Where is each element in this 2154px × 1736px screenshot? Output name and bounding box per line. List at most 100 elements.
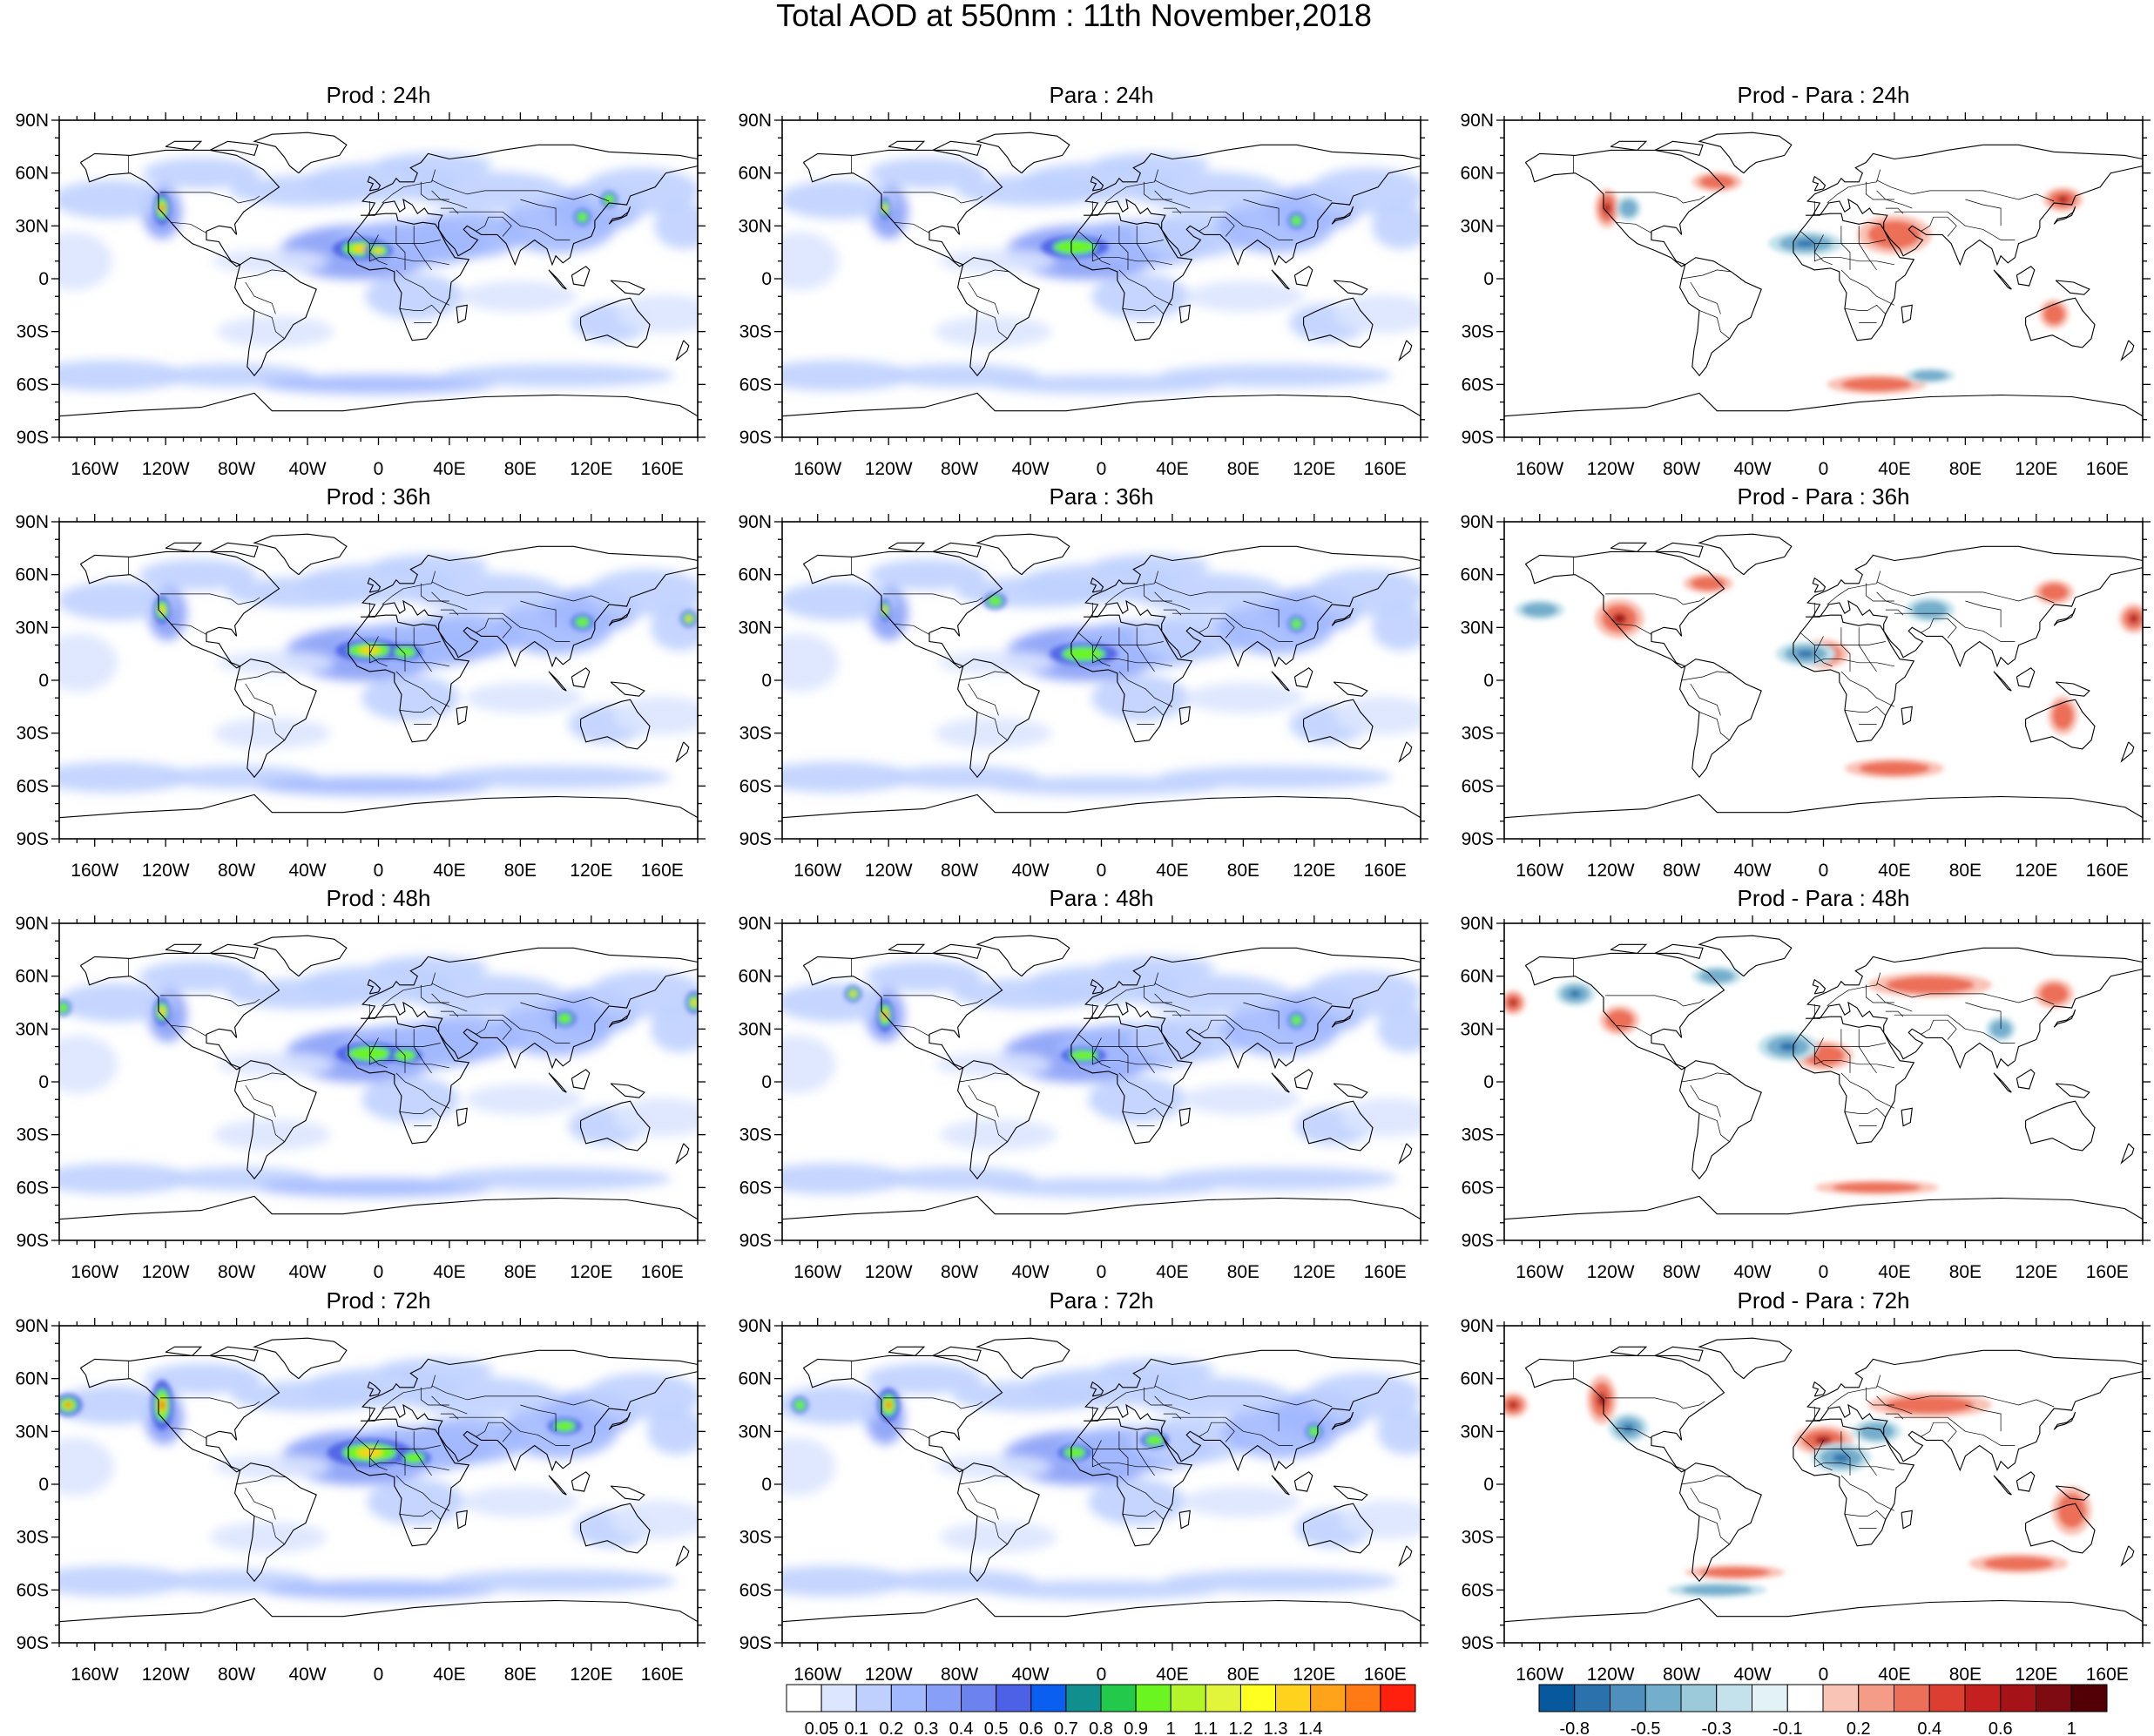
- coastlines: [1504, 533, 2143, 819]
- coastline: [209, 1346, 259, 1362]
- country-border: [245, 281, 276, 314]
- country-border: [1813, 636, 1833, 667]
- coastline: [1398, 741, 1413, 763]
- coastline: [2016, 667, 2036, 688]
- country-border: [1876, 1395, 1913, 1415]
- country-border: [883, 192, 983, 204]
- lon-tick-label: 160E: [1364, 861, 1407, 881]
- country-border: [1965, 1002, 2002, 1030]
- lat-tick-label: 60S: [1462, 1178, 1494, 1198]
- lat-tick-label: 30N: [1460, 216, 1494, 236]
- coastline: [1901, 1107, 1913, 1127]
- coastlines: [59, 132, 698, 417]
- lon-tick-label: 160W: [71, 1262, 118, 1282]
- lat-tick-label: 60S: [739, 375, 772, 395]
- panel-title: Para : 48h: [1050, 885, 1154, 911]
- coastline: [1812, 577, 1827, 593]
- country-border: [421, 984, 449, 1003]
- lon-tick-label: 40W: [288, 1262, 326, 1282]
- colorbar-label: 1.4: [1299, 1719, 1323, 1736]
- panel-title: Prod - Para : 72h: [1738, 1287, 1910, 1314]
- coastline: [1303, 1503, 1374, 1554]
- colorbar-swatch: [1170, 1684, 1206, 1712]
- coastline: [234, 1462, 317, 1583]
- country-border: [413, 1029, 432, 1074]
- coastline: [548, 671, 567, 692]
- coastline: [932, 542, 982, 558]
- country-border: [1844, 304, 1887, 314]
- colorbar-label: -0.8: [1560, 1719, 1590, 1736]
- colorbar-label: 0.6: [1019, 1719, 1043, 1736]
- coastline: [1993, 671, 2012, 692]
- country-border: [1243, 199, 1280, 226]
- coastline: [1090, 175, 1104, 192]
- map-panel: 160W 120W 80W 40W 0 40E 80E 120E 160E 90N 60N 30N 0 3…: [15, 1287, 706, 1685]
- coastline: [456, 1107, 468, 1127]
- country-border: [1866, 984, 1894, 1003]
- colorbar-swatch: [855, 1684, 892, 1712]
- country-border: [1858, 1029, 1877, 1074]
- lon-tick-label: 160E: [2086, 459, 2129, 479]
- lon-tick-label: 80W: [941, 459, 978, 479]
- coastline: [456, 1510, 468, 1530]
- lon-tick-label: 160E: [641, 1262, 684, 1282]
- lon-tick-label: 80E: [1949, 1665, 1982, 1685]
- country-border: [1921, 618, 1957, 638]
- country-border: [1144, 1387, 1172, 1406]
- lat-tick-label: 60N: [1460, 1369, 1494, 1389]
- lon-tick-label: 160W: [1516, 459, 1563, 479]
- country-border: [976, 712, 1008, 741]
- country-border: [382, 972, 436, 1007]
- coastline: [1812, 1381, 1827, 1397]
- colorbar-label: 1.2: [1229, 1719, 1253, 1736]
- coastline: [608, 607, 631, 626]
- country-border: [1885, 207, 1904, 214]
- colorbar-swatch: [1894, 1684, 1930, 1712]
- lon-tick-label: 40W: [288, 459, 326, 479]
- lon-tick-label: 160E: [2086, 1262, 2129, 1282]
- country-border: [440, 207, 459, 214]
- panel-title: Prod - Para : 24h: [1738, 82, 1910, 108]
- lon-tick-label: 80W: [1663, 1665, 1700, 1685]
- lat-tick-label: 90N: [15, 512, 49, 532]
- country-border: [1858, 226, 1877, 271]
- coastline: [1331, 1009, 1354, 1028]
- aod-field: [782, 554, 1421, 796]
- lat-tick-label: 30N: [1460, 618, 1494, 638]
- lon-tick-label: 0: [1097, 861, 1107, 881]
- coastline: [976, 935, 1070, 977]
- colorbar-swatch: [1964, 1684, 2002, 1712]
- coastline: [1793, 614, 1915, 743]
- country-border: [413, 627, 432, 672]
- country-border: [1858, 1431, 1877, 1476]
- country-border: [1840, 269, 1895, 306]
- country-border: [1144, 984, 1172, 1003]
- country-border: [245, 1084, 276, 1118]
- coastline: [932, 1346, 982, 1362]
- coastline: [1698, 132, 1793, 174]
- coastline: [2025, 699, 2096, 750]
- coastline: [1679, 1462, 1762, 1583]
- coastline: [782, 794, 1421, 819]
- colorbar-swatch: [1752, 1684, 1788, 1712]
- country-border: [253, 1516, 285, 1545]
- country-border: [1605, 192, 1705, 204]
- axis-ticks: [51, 1318, 706, 1651]
- country-border: [368, 1046, 449, 1069]
- lon-tick-label: 40W: [1011, 1262, 1049, 1282]
- lon-tick-label: 80E: [504, 1665, 537, 1685]
- country-border: [959, 1072, 1009, 1083]
- coastline: [1654, 140, 1704, 157]
- coastline: [1090, 978, 1104, 995]
- country-border: [395, 269, 450, 306]
- country-border: [395, 1475, 450, 1511]
- coastline: [2055, 280, 2090, 295]
- lon-tick-label: 80W: [941, 1665, 978, 1685]
- lat-tick-label: 90N: [1460, 111, 1494, 131]
- coastline: [888, 140, 926, 151]
- lon-tick-label: 120W: [142, 861, 190, 881]
- coastline: [1293, 1471, 1313, 1492]
- country-border: [1894, 211, 2016, 240]
- lon-tick-label: 80E: [504, 1262, 537, 1282]
- coastline: [1271, 269, 1290, 290]
